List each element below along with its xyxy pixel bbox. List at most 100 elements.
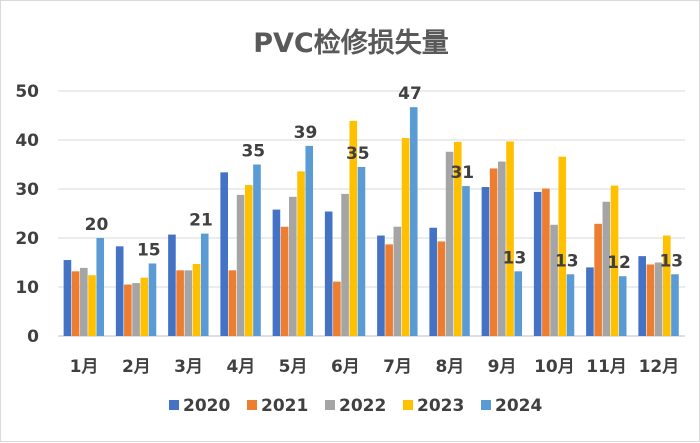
bar-2021 [542, 188, 550, 336]
bar-2020 [638, 256, 646, 336]
x-category-label: 3月 [174, 357, 203, 377]
bar-2020 [324, 211, 333, 336]
data-label: 31 [450, 163, 474, 183]
bar-2023 [506, 141, 514, 336]
bar-2023 [349, 120, 358, 336]
bar-2022 [236, 194, 245, 336]
y-tick-label: 10 [15, 278, 39, 298]
bar-2020 [115, 246, 124, 336]
bar-2020 [220, 172, 228, 336]
data-label: 21 [189, 211, 213, 231]
bar-2022 [289, 196, 297, 336]
bar-2021 [594, 223, 602, 336]
data-label: 13 [659, 251, 683, 271]
x-category-label: 4月 [226, 357, 255, 377]
bar-2022 [132, 283, 140, 336]
bar-2024 [305, 145, 314, 336]
legend: 2020 2021 2022 2023 2024 [169, 396, 542, 416]
legend-label-2020: 2020 [183, 396, 230, 416]
data-label: 13 [555, 251, 579, 271]
bar-2022 [184, 270, 193, 336]
bar-2022 [445, 151, 454, 336]
legend-label-2023: 2023 [417, 396, 464, 416]
legend-label-2024: 2024 [495, 396, 542, 416]
bar-2020 [481, 187, 490, 336]
data-label: 47 [398, 84, 422, 104]
bars [63, 107, 679, 336]
data-label: 15 [137, 241, 161, 261]
legend-swatch-2023 [403, 400, 413, 410]
bar-2021 [124, 284, 132, 336]
bar-2024 [357, 166, 366, 336]
x-category-label: 9月 [488, 357, 517, 377]
bar-2021 [437, 241, 446, 336]
y-axis-ticks: 0 10 20 30 40 50 [15, 82, 39, 347]
bar-2024 [148, 263, 157, 336]
bar-2022 [341, 193, 349, 336]
bar-2024 [566, 274, 575, 336]
legend-swatch-2024 [481, 400, 491, 410]
bar-2024 [200, 233, 209, 336]
y-tick-label: 50 [15, 82, 39, 102]
data-label: 35 [346, 144, 370, 164]
data-label: 13 [503, 248, 527, 268]
bar-2021 [280, 226, 289, 336]
bar-2022 [80, 267, 88, 336]
x-axis-categories: 1月 2月 3月 4月 5月 6月 7月 8月 9月 10月 11月 12月 [70, 357, 680, 377]
y-tick-label: 20 [15, 229, 39, 249]
y-tick-label: 0 [27, 327, 39, 347]
bar-2023 [297, 171, 305, 336]
bar-2024 [671, 274, 679, 336]
bar-2024 [618, 276, 627, 336]
bar-2024 [253, 164, 261, 336]
data-label: 20 [85, 215, 109, 235]
bar-2021 [176, 270, 184, 336]
data-labels: 20 15 21 35 39 35 47 31 13 13 12 13 [85, 84, 683, 273]
legend-swatch-2021 [247, 400, 257, 410]
bar-2020 [272, 209, 281, 336]
x-category-label: 7月 [383, 357, 412, 377]
bar-2021 [385, 244, 393, 336]
bar-2023 [88, 275, 96, 336]
bar-2020 [429, 227, 437, 336]
bar-2023 [558, 156, 567, 336]
bar-2021 [333, 281, 341, 336]
legend-swatch-2020 [169, 400, 179, 410]
bar-2020 [533, 191, 542, 336]
y-tick-label: 40 [15, 131, 39, 151]
bar-2022 [550, 224, 558, 336]
data-label: 12 [607, 253, 631, 273]
bar-2020 [377, 235, 385, 336]
bar-2020 [586, 267, 594, 336]
x-category-label: 6月 [331, 357, 360, 377]
x-category-label: 11月 [586, 357, 627, 377]
chart-title: PVC检修损失量 [253, 27, 449, 59]
legend-label-2021: 2021 [261, 396, 308, 416]
bar-2023 [192, 263, 201, 336]
bar-2023 [244, 185, 253, 336]
bar-2020 [63, 260, 72, 336]
bar-2024 [409, 107, 418, 336]
bar-2022 [498, 161, 506, 336]
bar-2024 [462, 186, 470, 336]
bar-2022 [393, 226, 402, 336]
x-category-label: 5月 [279, 357, 308, 377]
bar-2023 [662, 235, 671, 336]
bar-2023 [453, 141, 462, 336]
x-category-label: 8月 [435, 357, 464, 377]
bar-2021 [646, 264, 655, 336]
bar-2023 [140, 277, 149, 336]
x-category-label: 10月 [534, 357, 575, 377]
y-tick-label: 30 [15, 180, 39, 200]
bar-2024 [96, 238, 105, 336]
bar-2022 [654, 262, 663, 336]
bar-2021 [228, 270, 237, 336]
bar-2024 [514, 271, 523, 336]
data-label: 35 [241, 142, 265, 162]
bar-2021 [489, 168, 498, 336]
x-category-label: 12月 [639, 357, 680, 377]
bar-2020 [168, 234, 176, 336]
x-category-label: 1月 [70, 357, 99, 377]
